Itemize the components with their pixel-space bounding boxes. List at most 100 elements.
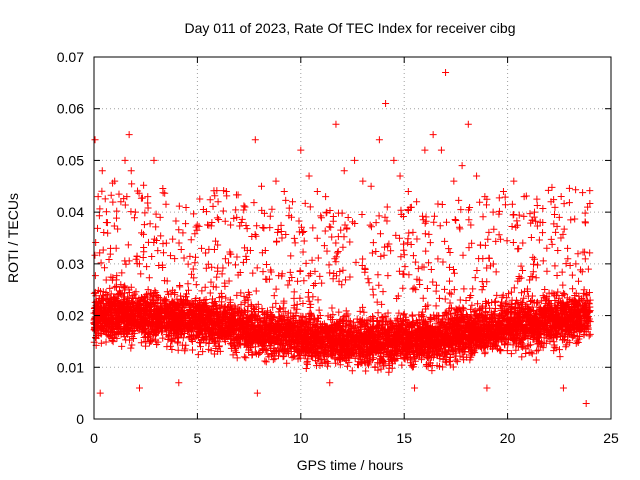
data-point bbox=[192, 253, 200, 261]
data-point bbox=[314, 296, 322, 304]
data-point bbox=[436, 222, 444, 230]
data-point bbox=[241, 203, 249, 211]
data-point bbox=[568, 271, 576, 279]
data-point bbox=[326, 206, 334, 214]
data-point bbox=[212, 237, 220, 245]
data-point bbox=[372, 248, 380, 256]
data-point bbox=[344, 310, 352, 318]
data-point bbox=[265, 341, 273, 349]
data-point bbox=[381, 213, 389, 221]
data-point bbox=[110, 222, 118, 230]
data-point bbox=[156, 213, 164, 221]
data-point bbox=[145, 327, 153, 335]
data-point bbox=[399, 284, 407, 292]
data-point bbox=[503, 347, 511, 355]
data-point bbox=[118, 342, 126, 350]
data-point bbox=[395, 267, 403, 275]
data-point bbox=[484, 235, 492, 243]
data-point bbox=[360, 308, 368, 316]
data-point bbox=[471, 274, 479, 282]
data-point bbox=[450, 269, 458, 277]
data-point bbox=[196, 195, 204, 203]
data-point bbox=[153, 291, 161, 299]
data-point bbox=[384, 309, 392, 317]
data-point bbox=[182, 220, 190, 228]
data-point bbox=[473, 172, 481, 180]
data-point bbox=[435, 312, 443, 320]
data-point bbox=[175, 239, 183, 247]
data-point bbox=[191, 230, 199, 238]
data-point bbox=[533, 222, 541, 230]
data-point bbox=[302, 259, 310, 267]
data-point bbox=[539, 229, 547, 237]
data-point bbox=[91, 251, 99, 259]
data-point bbox=[199, 348, 207, 356]
data-point bbox=[194, 351, 202, 359]
data-point bbox=[118, 269, 126, 277]
data-point bbox=[289, 198, 297, 206]
data-point bbox=[392, 231, 400, 239]
data-point bbox=[102, 276, 110, 284]
data-point bbox=[449, 363, 457, 371]
data-point bbox=[586, 200, 594, 208]
data-point bbox=[419, 294, 427, 302]
data-point bbox=[536, 218, 544, 226]
data-point bbox=[115, 190, 123, 198]
data-point bbox=[299, 299, 307, 307]
data-point bbox=[433, 362, 441, 370]
data-point bbox=[284, 281, 292, 289]
data-point bbox=[447, 310, 455, 318]
data-point bbox=[529, 253, 537, 261]
data-point bbox=[183, 290, 191, 298]
data-point bbox=[366, 221, 374, 229]
data-point bbox=[290, 353, 298, 361]
data-point bbox=[519, 267, 527, 275]
data-point bbox=[465, 216, 473, 224]
data-point bbox=[581, 248, 589, 256]
data-point bbox=[509, 211, 517, 219]
data-point bbox=[342, 276, 350, 284]
data-point bbox=[534, 298, 542, 306]
data-point bbox=[450, 177, 458, 185]
data-point bbox=[369, 239, 377, 247]
data-point bbox=[209, 202, 217, 210]
data-point bbox=[173, 338, 181, 346]
data-point bbox=[423, 284, 431, 292]
data-point bbox=[278, 234, 286, 242]
data-point bbox=[184, 260, 192, 268]
data-point bbox=[334, 209, 342, 217]
data-point bbox=[100, 229, 108, 237]
data-point bbox=[446, 249, 454, 257]
data-point bbox=[221, 255, 229, 263]
data-point bbox=[404, 187, 412, 195]
data-point bbox=[143, 263, 151, 271]
data-point bbox=[266, 224, 274, 232]
data-point bbox=[237, 219, 245, 227]
data-point bbox=[474, 300, 482, 308]
data-point bbox=[373, 332, 381, 340]
data-point bbox=[331, 255, 339, 263]
data-point bbox=[580, 286, 588, 294]
data-point bbox=[99, 246, 107, 254]
data-point bbox=[335, 308, 343, 316]
data-point bbox=[189, 265, 197, 273]
data-point bbox=[164, 335, 172, 343]
data-point bbox=[515, 275, 523, 283]
data-point bbox=[564, 304, 572, 312]
data-point bbox=[98, 167, 106, 175]
data-point bbox=[184, 280, 192, 288]
data-point bbox=[107, 273, 115, 281]
data-point bbox=[162, 200, 170, 208]
data-point bbox=[263, 261, 271, 269]
data-point bbox=[243, 255, 251, 263]
data-point bbox=[554, 246, 562, 254]
data-point bbox=[490, 225, 498, 233]
data-point bbox=[534, 346, 542, 354]
data-point bbox=[428, 344, 436, 352]
data-point bbox=[367, 182, 375, 190]
data-point bbox=[276, 305, 284, 313]
data-point bbox=[176, 283, 184, 291]
data-point bbox=[369, 356, 377, 364]
data-point bbox=[269, 356, 277, 364]
data-point bbox=[133, 260, 141, 268]
